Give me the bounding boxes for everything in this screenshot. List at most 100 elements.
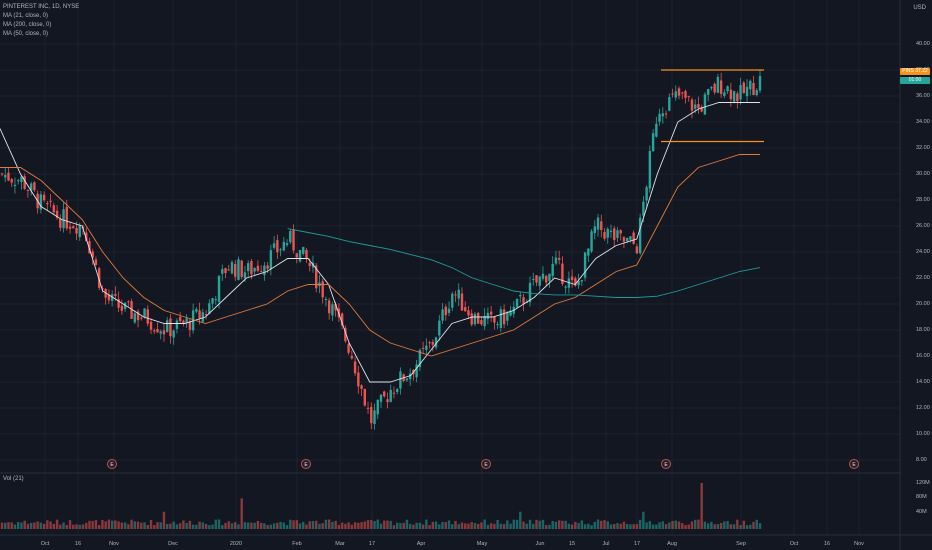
time-tick-label: Dec [168, 541, 178, 547]
volume-bar [606, 521, 609, 529]
volume-bar [162, 511, 166, 529]
time-tick-label: 17 [633, 541, 641, 547]
volume-bar [104, 521, 107, 529]
candle-body [535, 275, 538, 283]
candle-body [55, 210, 59, 218]
volume-bar [285, 525, 289, 529]
candle-body [532, 278, 535, 280]
volume-bar [476, 523, 480, 529]
candle-body [149, 321, 153, 330]
candle-body [460, 293, 464, 311]
volume-bar [642, 511, 645, 529]
candle-body [418, 349, 422, 368]
volume-bar [182, 520, 185, 529]
volume-bar [454, 520, 457, 529]
earnings-badge[interactable]: E [301, 459, 311, 469]
volume-bar [16, 522, 20, 529]
candle-body [431, 342, 435, 345]
candle-body [16, 180, 20, 182]
candle-body [370, 407, 373, 424]
earnings-badge[interactable]: E [849, 459, 859, 469]
candle-body [214, 299, 217, 301]
ma200-label[interactable]: MA (200, close, 0) [3, 22, 52, 28]
candle-body [509, 310, 512, 316]
volume-bar [81, 524, 85, 529]
candle-body [75, 227, 78, 234]
candle-body [253, 267, 256, 272]
candle-body [528, 282, 532, 303]
volume-bar [52, 523, 56, 529]
price-tick-label: 34.00 [916, 119, 930, 125]
volume-bar [7, 522, 10, 529]
volume-bar [360, 522, 363, 529]
earnings-badge[interactable]: E [661, 459, 671, 469]
candle-body [78, 224, 81, 238]
volume-bar [263, 523, 266, 529]
candle-body [587, 248, 590, 256]
candle-body [655, 123, 658, 137]
candle-body [114, 294, 117, 296]
volume-bar [208, 525, 211, 529]
volume-bar [198, 521, 201, 529]
candle-body [664, 113, 668, 115]
ma21-label[interactable]: MA (21, close, 0) [3, 13, 49, 19]
price-tick-label: 28.00 [916, 197, 930, 203]
volume-bar [350, 524, 354, 529]
candle-body [166, 320, 169, 333]
candle-body [175, 320, 179, 329]
candle-body [622, 237, 626, 242]
price-tick-label: 30.00 [916, 171, 930, 177]
earnings-badge[interactable]: E [107, 459, 117, 469]
candle-body [593, 226, 596, 234]
volume-bar [191, 524, 195, 529]
currency-label[interactable]: USD [913, 5, 926, 11]
candle-body [256, 265, 260, 271]
candle-body [110, 294, 114, 302]
volume-bar [551, 521, 554, 529]
price-tick-label: 12.00 [916, 405, 930, 411]
volume-bar [188, 520, 192, 529]
candle-body [20, 176, 23, 183]
candle-body [117, 299, 120, 308]
volume-bar [136, 521, 140, 529]
price-tick-label: 24.00 [916, 249, 930, 255]
candle-body [263, 265, 266, 276]
candle-body [493, 316, 496, 323]
candle-body [169, 318, 172, 337]
volume-bar [661, 521, 665, 529]
earnings-badge[interactable]: E [481, 459, 491, 469]
ma50-label[interactable]: MA (50, close, 0) [3, 31, 49, 37]
candle-body [305, 249, 308, 260]
volume-bar [279, 521, 282, 529]
candle-body [10, 179, 13, 183]
volume-bar [298, 523, 302, 529]
candle-body [651, 133, 655, 152]
volume-bar [567, 523, 571, 529]
candle-body [606, 228, 609, 238]
candle-body [250, 260, 253, 275]
volume-bar [178, 523, 182, 529]
volume-bar [166, 523, 169, 529]
candle-body [353, 361, 357, 374]
candle-body [62, 209, 65, 229]
candle-body [146, 309, 149, 324]
time-tick-label: Mar [335, 541, 345, 547]
volume-legend[interactable]: Vol (21) [3, 476, 24, 482]
candle-body [710, 87, 713, 89]
candle-body [467, 310, 470, 316]
candle-body [551, 263, 554, 277]
time-tick-label: Jun [535, 541, 545, 547]
volume-bar [85, 522, 88, 529]
candle-body [269, 250, 273, 270]
volume-bar [732, 524, 736, 529]
candle-body [739, 85, 742, 100]
volume-bar [266, 525, 269, 529]
volume-bar [447, 520, 451, 529]
volume-bar [20, 522, 23, 529]
candle-body [570, 276, 574, 281]
volume-bar [522, 521, 525, 529]
volume-bar [340, 522, 344, 529]
candle-body [635, 246, 639, 254]
candle-body [758, 76, 762, 91]
